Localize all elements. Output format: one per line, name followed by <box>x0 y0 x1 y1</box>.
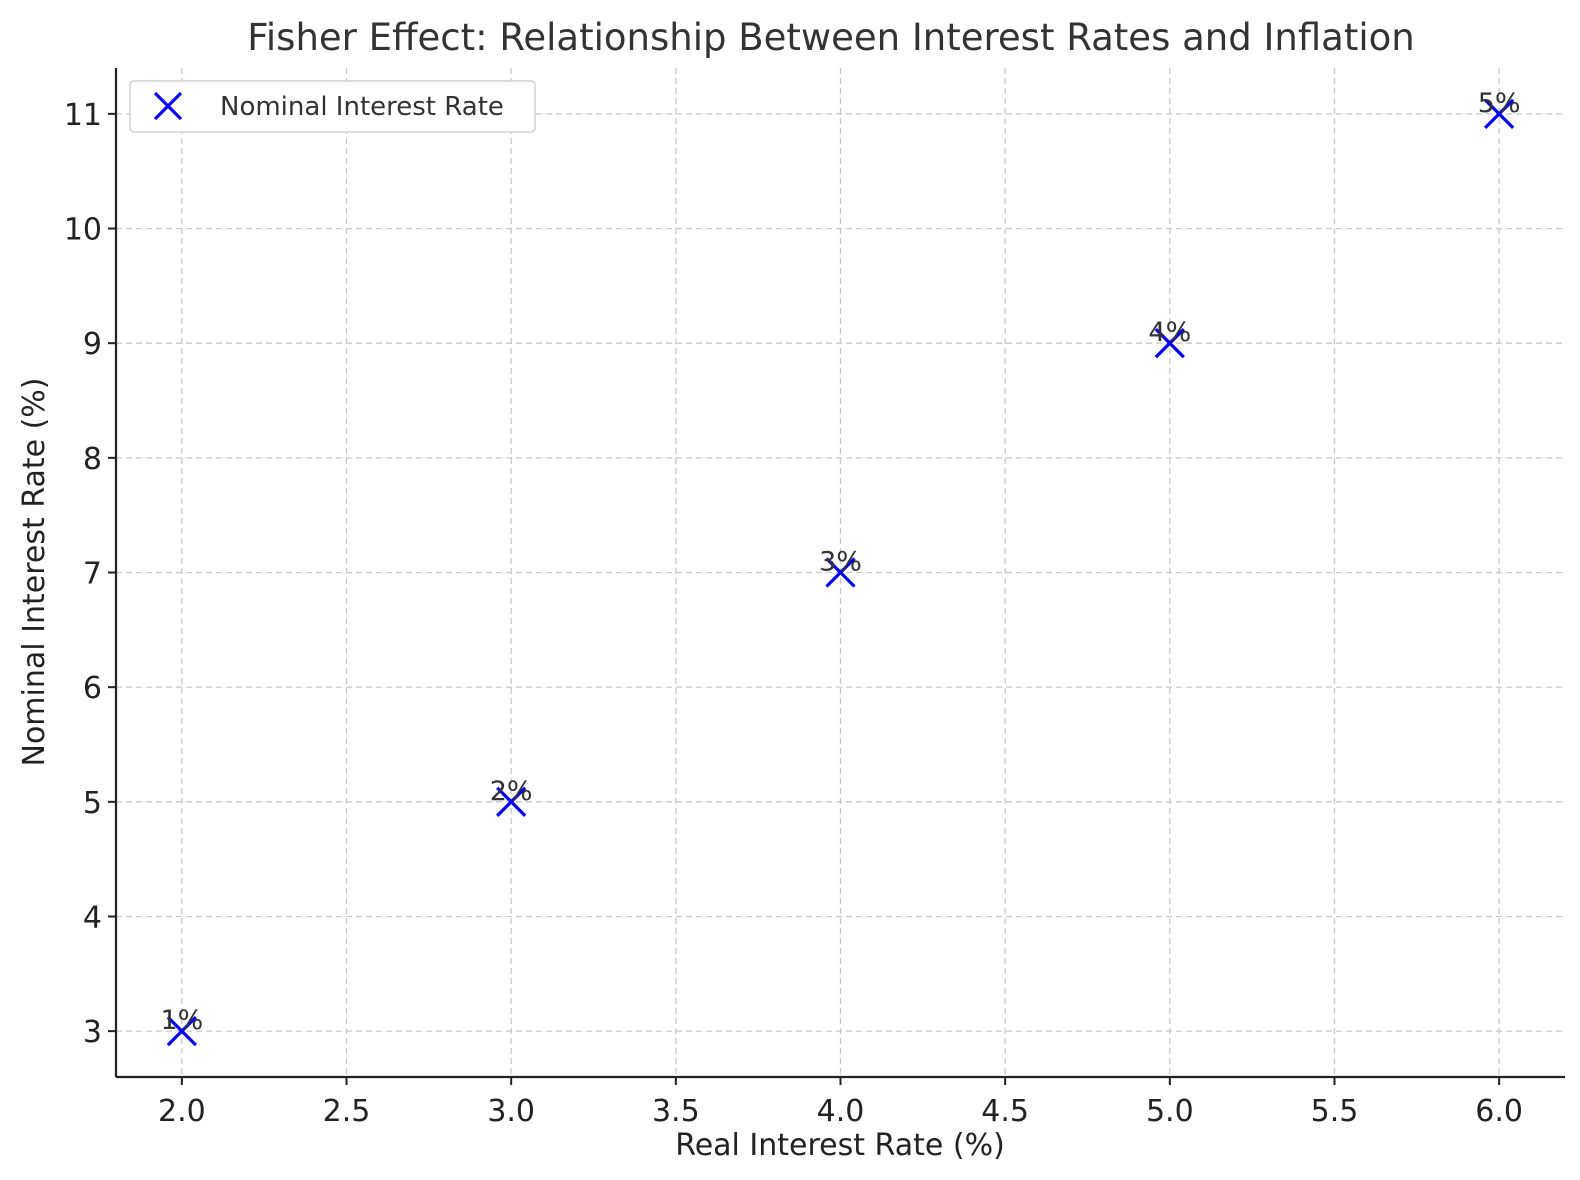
legend: Nominal Interest Rate <box>129 80 536 133</box>
data-points: 1% 2% 3% 4% 5% <box>160 88 1521 1047</box>
legend-marker-stroke <box>153 91 183 121</box>
y-axis-label: Nominal Interest Rate (%) <box>17 377 52 766</box>
data-point-x-marker <box>1154 328 1185 359</box>
marker-stroke <box>1154 328 1185 359</box>
y-tick-label: 6 <box>83 671 102 706</box>
x-tick-label: 2.0 <box>158 1094 206 1129</box>
marker-stroke <box>1484 98 1515 129</box>
x-tick-label: 3.0 <box>487 1094 535 1129</box>
legend-label: Nominal Interest Rate <box>220 92 504 122</box>
y-tick-label: 9 <box>83 327 102 362</box>
data-point-label: 4% <box>1148 317 1191 348</box>
y-tick-label: 10 <box>64 213 102 248</box>
x-tick-label: 6.0 <box>1475 1094 1523 1129</box>
data-point-x-marker <box>166 1016 197 1047</box>
x-tick-label: 5.5 <box>1311 1094 1359 1129</box>
chart-title: Fisher Effect: Relationship Between Inte… <box>247 16 1414 59</box>
x-tick-label: 3.5 <box>652 1094 700 1129</box>
y-tick-label: 7 <box>83 557 102 592</box>
y-axis-ticks: 3 4 5 6 7 8 9 10 11 <box>64 98 116 1050</box>
y-tick-label: 3 <box>83 1015 102 1050</box>
marker-stroke <box>496 786 527 817</box>
marker-stroke <box>825 557 856 588</box>
data-point-label: 3% <box>819 547 862 578</box>
grid-lines <box>116 68 1565 1077</box>
x-axis-label: Real Interest Rate (%) <box>675 1128 1005 1163</box>
legend-marker-x-icon <box>153 91 183 121</box>
x-tick-label: 4.5 <box>981 1094 1029 1129</box>
data-point-x-marker <box>1484 98 1515 129</box>
data-point-x-marker <box>825 557 856 588</box>
data-point-x-marker <box>496 786 527 817</box>
x-tick-label: 2.5 <box>323 1094 371 1129</box>
data-point-label: 5% <box>1478 88 1521 119</box>
data-point-label: 2% <box>490 776 533 807</box>
y-tick-label: 11 <box>64 98 102 133</box>
x-tick-label: 4.0 <box>817 1094 865 1129</box>
x-axis-ticks: 2.0 2.5 3.0 3.5 4.0 4.5 5.0 5.5 6.0 <box>158 1077 1523 1129</box>
y-tick-label: 5 <box>83 786 102 821</box>
y-tick-label: 4 <box>83 900 102 935</box>
legend-box <box>129 80 536 133</box>
marker-stroke <box>166 1016 197 1047</box>
data-point-label: 1% <box>160 1005 203 1036</box>
y-tick-label: 8 <box>83 442 102 477</box>
x-tick-label: 5.0 <box>1146 1094 1194 1129</box>
